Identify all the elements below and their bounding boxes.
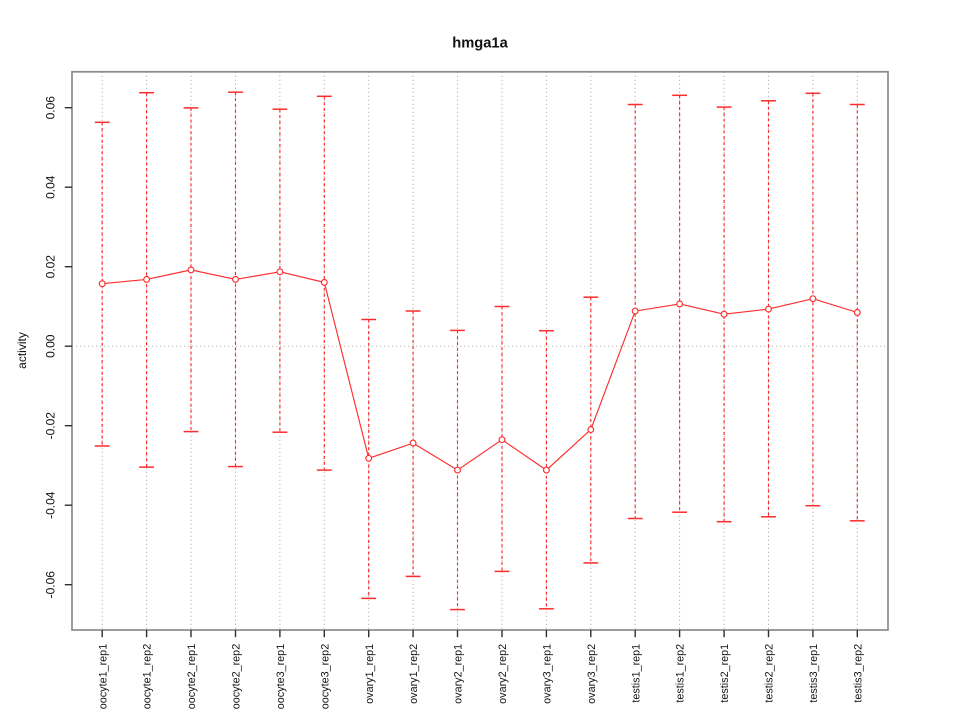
- svg-text:0.02: 0.02: [44, 255, 58, 279]
- svg-text:-0.04: -0.04: [44, 491, 58, 519]
- svg-text:oocyte3_rep2: oocyte3_rep2: [319, 644, 331, 709]
- svg-text:testis1_rep2: testis1_rep2: [675, 644, 687, 703]
- svg-text:ovary2_rep1: ovary2_rep1: [453, 644, 465, 704]
- svg-text:-0.06: -0.06: [44, 571, 58, 599]
- svg-text:ovary3_rep2: ovary3_rep2: [586, 644, 598, 704]
- svg-text:activity: activity: [15, 332, 29, 369]
- svg-text:oocyte1_rep1: oocyte1_rep1: [97, 644, 109, 709]
- svg-text:testis3_rep1: testis3_rep1: [808, 644, 820, 703]
- svg-text:ovary3_rep1: ovary3_rep1: [542, 644, 554, 704]
- svg-text:testis3_rep2: testis3_rep2: [852, 644, 864, 703]
- svg-text:0.06: 0.06: [44, 96, 58, 120]
- svg-text:ovary2_rep2: ovary2_rep2: [497, 644, 509, 704]
- svg-text:testis2_rep1: testis2_rep1: [719, 644, 731, 703]
- svg-text:testis2_rep2: testis2_rep2: [764, 644, 776, 703]
- svg-text:-0.02: -0.02: [44, 412, 58, 440]
- svg-text:oocyte2_rep1: oocyte2_rep1: [186, 644, 198, 709]
- svg-text:oocyte3_rep1: oocyte3_rep1: [275, 644, 287, 709]
- svg-text:hmga1a: hmga1a: [452, 36, 508, 52]
- svg-text:oocyte2_rep2: oocyte2_rep2: [231, 644, 243, 709]
- svg-text:testis1_rep1: testis1_rep1: [630, 644, 642, 703]
- svg-text:0.00: 0.00: [44, 334, 58, 358]
- svg-text:ovary1_rep2: ovary1_rep2: [408, 644, 420, 704]
- svg-text:oocyte1_rep2: oocyte1_rep2: [142, 644, 154, 709]
- svg-text:ovary1_rep1: ovary1_rep1: [364, 644, 376, 704]
- svg-text:0.04: 0.04: [44, 175, 58, 199]
